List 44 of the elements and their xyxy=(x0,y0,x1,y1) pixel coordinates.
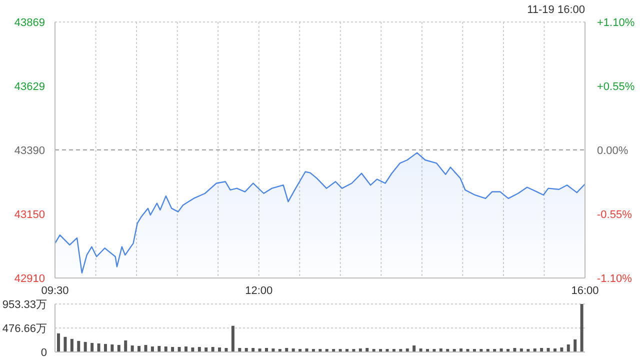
y2-tick-label: +0.55% xyxy=(597,81,635,93)
x-tick-label: 09:30 xyxy=(41,284,69,297)
bar xyxy=(158,346,161,352)
y-tick-label: 43869 xyxy=(14,17,45,29)
bar xyxy=(566,344,570,352)
bar xyxy=(198,346,201,352)
bar xyxy=(178,346,181,352)
bar xyxy=(580,304,584,352)
x-tick-label: 16:00 xyxy=(571,284,599,297)
bar xyxy=(231,326,234,352)
bar xyxy=(117,344,120,352)
y-tick-label: 953.33万 xyxy=(2,298,47,311)
y-tick-label: 43390 xyxy=(14,144,45,157)
bar xyxy=(184,346,188,352)
bar xyxy=(138,346,141,352)
y2-tick-label: +1.10% xyxy=(597,17,635,29)
bar xyxy=(124,340,128,352)
text: 11-19 16:00 xyxy=(527,4,585,16)
bar xyxy=(97,343,100,352)
bar xyxy=(164,346,168,352)
y2-tick-label: -1.10% xyxy=(597,273,632,285)
bar xyxy=(110,344,114,352)
y-tick-label: 43150 xyxy=(14,208,45,221)
bar xyxy=(412,345,416,352)
bar xyxy=(64,336,67,352)
bar xyxy=(70,338,74,352)
y2-tick-label: 0.00% xyxy=(597,145,628,157)
bar xyxy=(77,340,80,352)
bar xyxy=(130,345,134,352)
bar xyxy=(150,346,154,352)
y-tick-label: 43629 xyxy=(14,81,45,94)
bar xyxy=(211,346,214,352)
y-tick-label: 476.66万 xyxy=(2,322,47,335)
x-tick-label: 12:00 xyxy=(245,284,273,297)
y2-tick-label: -0.55% xyxy=(597,209,632,221)
bar xyxy=(104,344,107,352)
y-tick-label: 42910 xyxy=(14,273,45,285)
bar xyxy=(574,339,577,352)
bar xyxy=(84,342,87,352)
bar xyxy=(90,342,94,352)
bar xyxy=(144,344,148,352)
bar xyxy=(57,333,60,352)
y-tick-label: 0 xyxy=(40,346,47,359)
bar xyxy=(171,346,174,352)
